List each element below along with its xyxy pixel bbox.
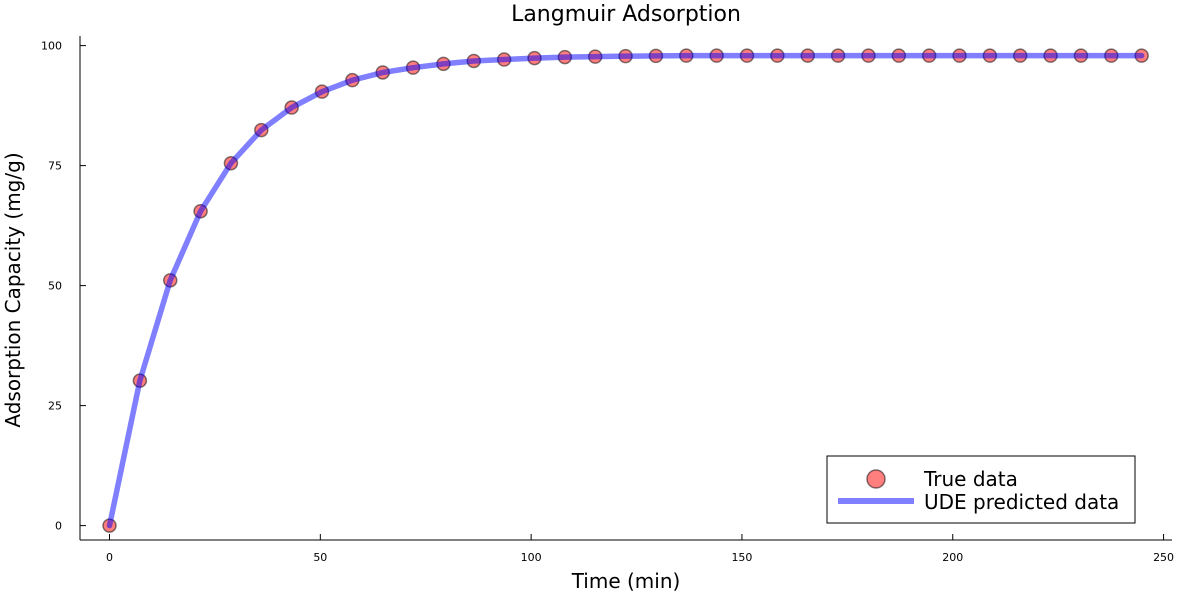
x-tick-label: 100 (521, 551, 542, 564)
y-tick-label: 25 (48, 400, 62, 413)
y-axis-title: Adsorption Capacity (mg/g) (1, 152, 25, 427)
x-tick-label: 200 (942, 551, 963, 564)
y-tick-label: 50 (48, 280, 62, 293)
x-tick-label: 250 (1153, 551, 1174, 564)
y-tick-label: 100 (41, 40, 62, 53)
chart-title: Langmuir Adsorption (511, 2, 741, 27)
legend: True data UDE predicted data (826, 455, 1136, 524)
x-axis-ticks: 0 50 100 150 200 250 (106, 534, 1174, 564)
y-axis-ticks: 0 25 50 75 100 (41, 40, 86, 533)
y-tick-label: 75 (48, 160, 62, 173)
plot-area: 0 50 100 150 200 250 0 25 50 75 100 (41, 36, 1174, 564)
legend-label-ude-predicted: UDE predicted data (924, 490, 1119, 514)
legend-label-true-data: True data (923, 467, 1018, 491)
legend-marker-true-data (866, 469, 886, 489)
y-tick-label: 0 (55, 520, 62, 533)
x-tick-label: 150 (731, 551, 752, 564)
x-tick-label: 0 (106, 551, 113, 564)
series-layer (102, 48, 1149, 533)
x-tick-label: 50 (313, 551, 327, 564)
x-axis-title: Time (min) (571, 569, 681, 593)
legend-box (826, 455, 1136, 524)
ude-predicted-line (106, 52, 1145, 529)
